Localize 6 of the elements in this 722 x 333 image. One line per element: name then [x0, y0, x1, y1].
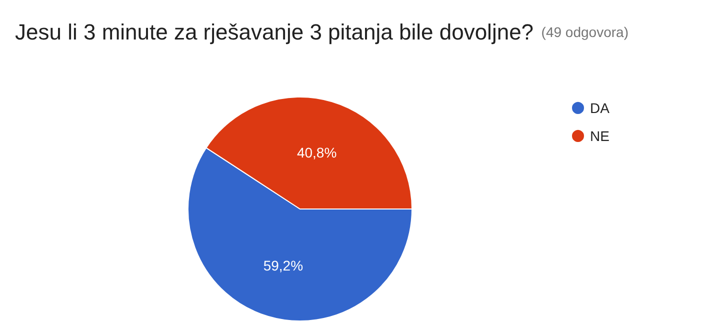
chart-subtitle: (49 odgovora): [534, 24, 628, 40]
chart-title: Jesu li 3 minute za rješavanje 3 pitanja bile dovoljne?: [15, 20, 534, 44]
data-label: 40,8%: [296, 144, 337, 160]
legend-label: NE: [590, 128, 610, 144]
legend-label: DA: [590, 100, 610, 116]
data-label: 59,2%: [263, 258, 304, 274]
